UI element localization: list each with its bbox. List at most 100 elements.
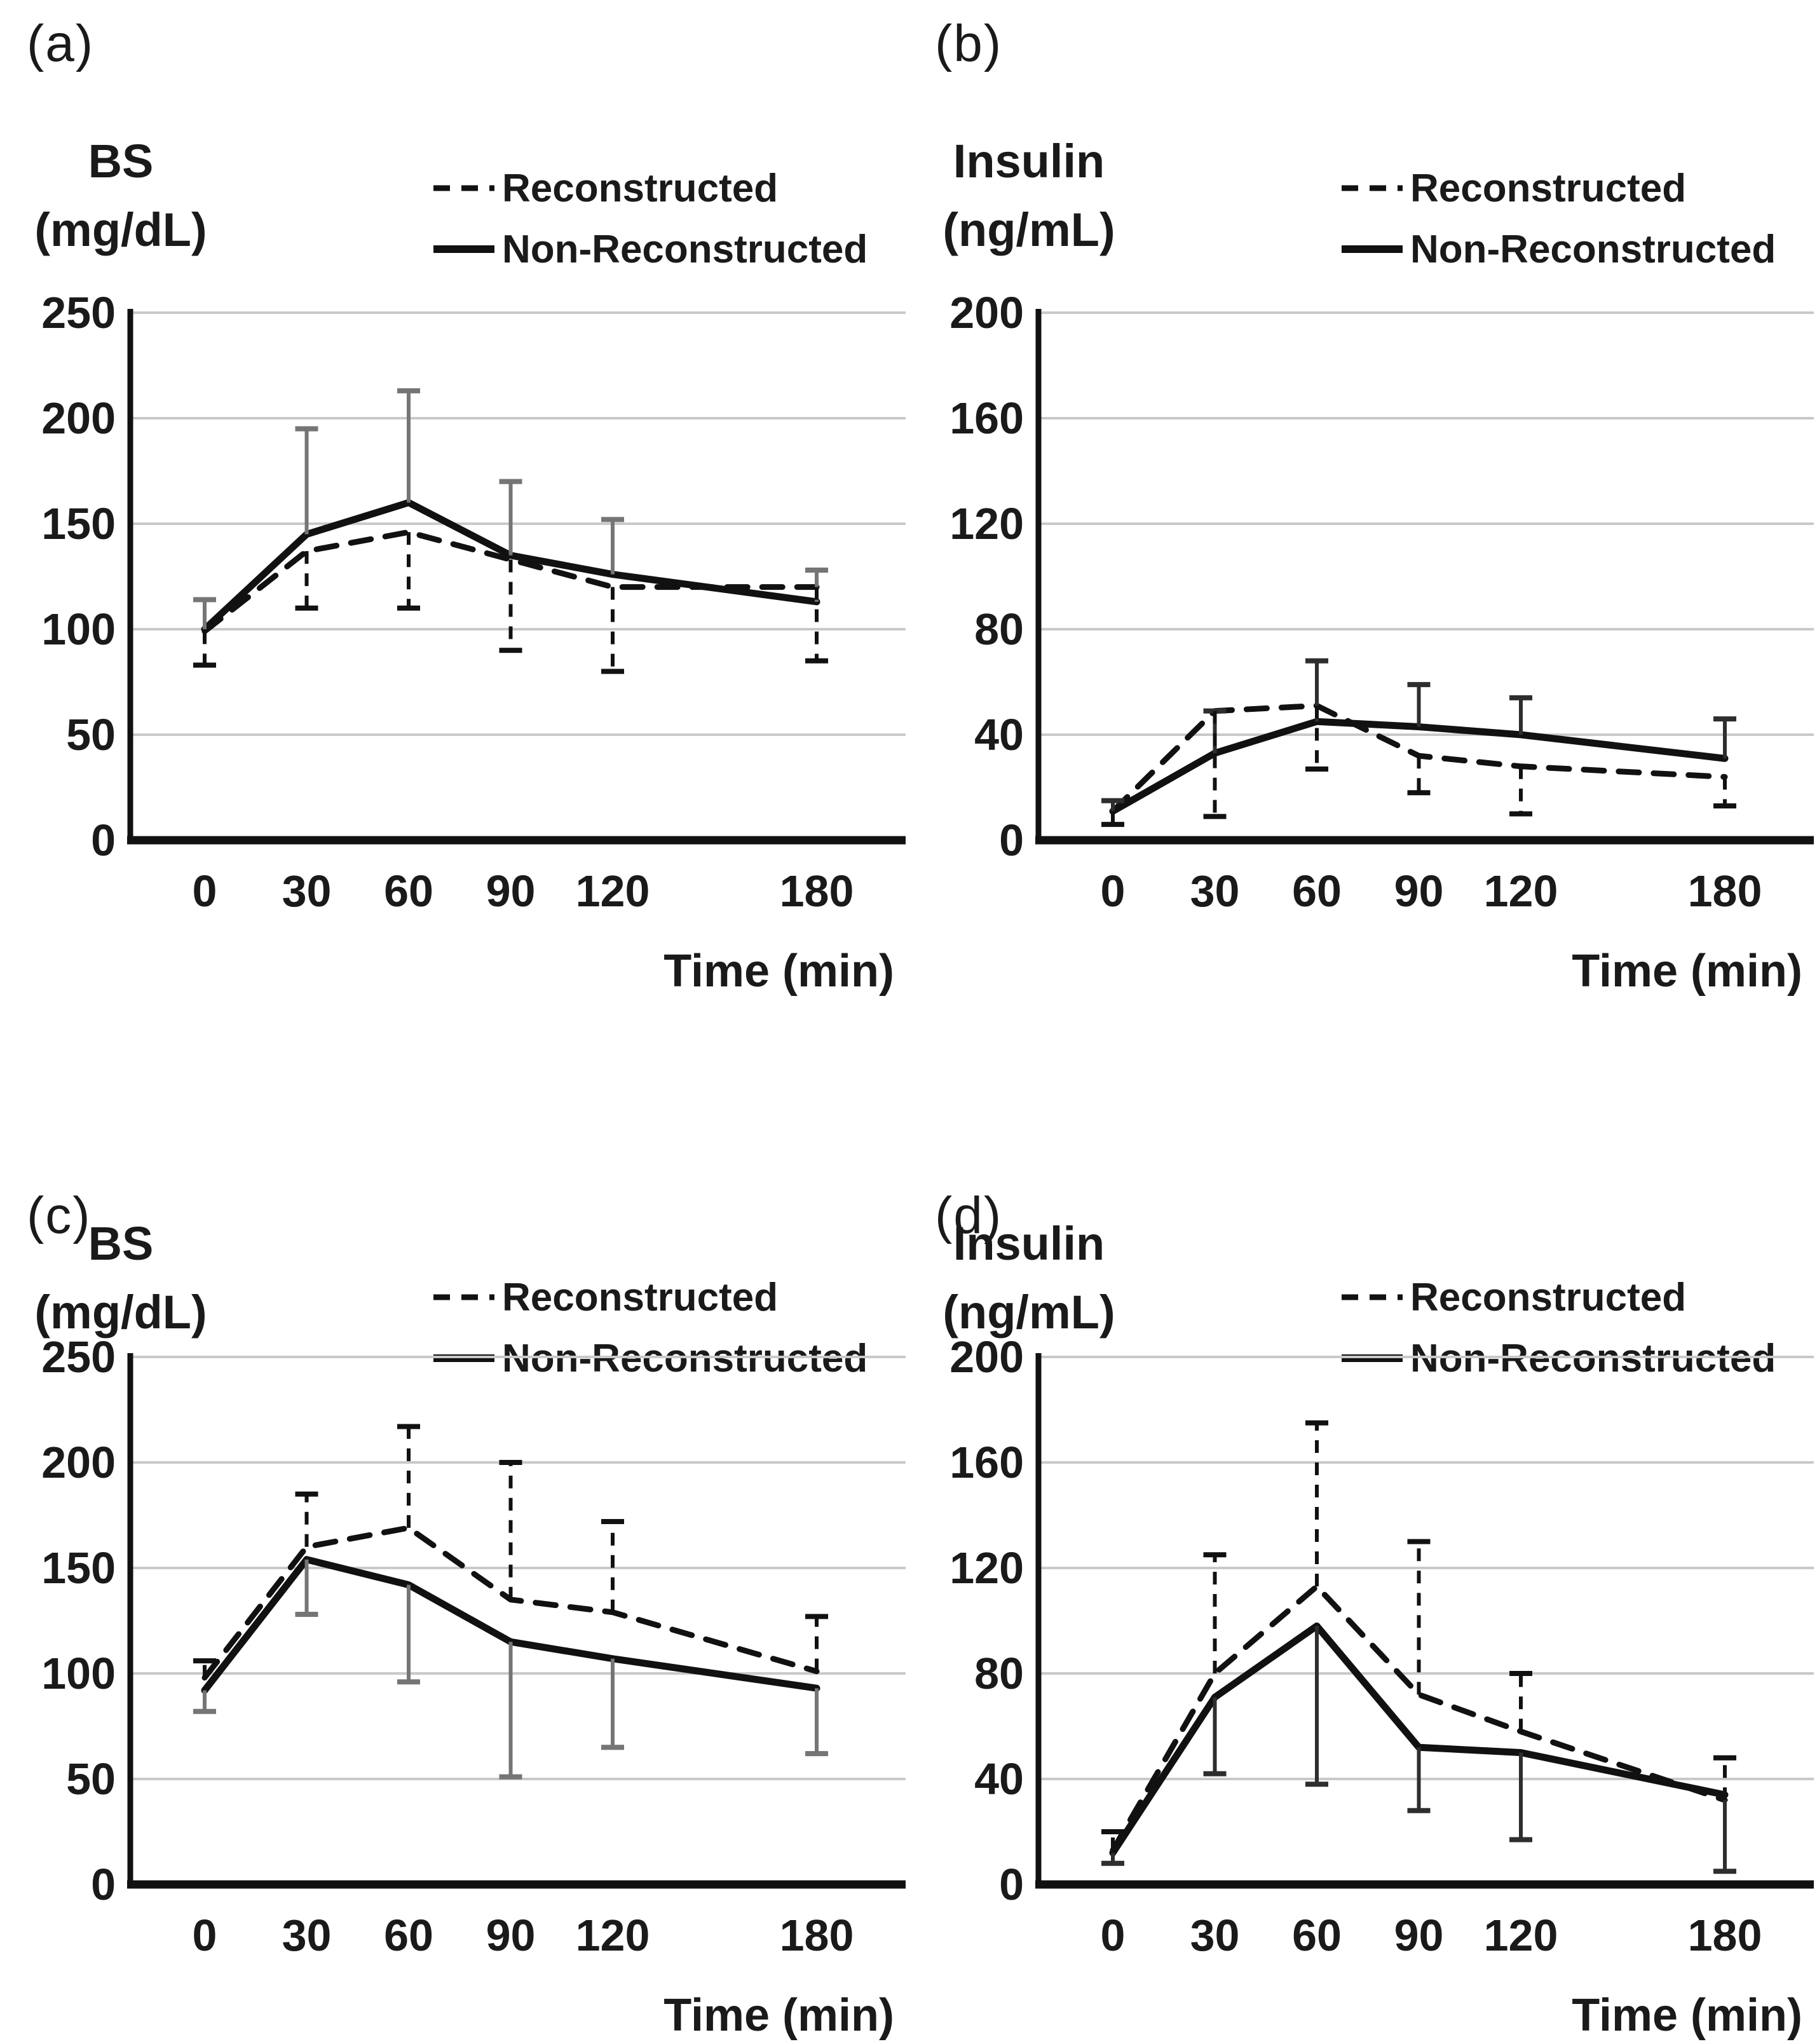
legend-item-reconstructed: Reconstructed bbox=[432, 1267, 868, 1328]
x-axis-title: Time (min) bbox=[664, 946, 894, 997]
y-tick-label: 160 bbox=[949, 1438, 1024, 1487]
legend-item-non-reconstructed: Non-Reconstructed bbox=[1340, 219, 1776, 280]
chart-a: 0 50 100 150 200 250 0 30 60 90 120 180 Time (min) bbox=[41, 288, 906, 997]
x-tick-label: 120 bbox=[576, 866, 650, 916]
y-axis-title: Insulin (ng/mL) bbox=[915, 1209, 1143, 1347]
y-tick-label: 200 bbox=[41, 393, 116, 443]
x-axis-title: Time (min) bbox=[664, 1990, 894, 2041]
x-tick-label: 120 bbox=[576, 1911, 650, 1960]
y-axis-title-line1: BS bbox=[88, 135, 154, 187]
y-tick-label: 0 bbox=[999, 1860, 1024, 1909]
y-tick-label: 0 bbox=[91, 1860, 116, 1909]
legend-item-non-reconstructed: Non-Reconstructed bbox=[432, 219, 868, 280]
y-axis-title: BS (mg/dL) bbox=[6, 1209, 235, 1347]
y-axis-title-line2: (mg/dL) bbox=[34, 1286, 207, 1339]
y-axis-title-line1: Insulin bbox=[953, 135, 1105, 187]
x-tick-label: 180 bbox=[780, 866, 854, 916]
x-tick-label: 180 bbox=[1688, 1911, 1762, 1960]
y-axis-title: BS (mg/dL) bbox=[6, 127, 235, 264]
series-line-reconstructed bbox=[201, 1525, 820, 1681]
x-tick-label: 120 bbox=[1484, 866, 1558, 916]
legend-label: Reconstructed bbox=[1410, 166, 1687, 210]
series-line-non-reconstructed bbox=[1109, 718, 1729, 815]
y-tick-label: 40 bbox=[974, 1754, 1024, 1804]
legend-label: Non-Reconstructed bbox=[502, 227, 868, 271]
chart-c: 0 50 100 150 200 250 0 30 60 90 120 180 Time (min) bbox=[41, 1332, 906, 2041]
y-axis-title-line2: (mg/dL) bbox=[34, 203, 207, 256]
x-tick-label: 0 bbox=[1101, 866, 1126, 916]
y-tick-label: 120 bbox=[949, 1543, 1024, 1593]
y-axis-title-line1: BS bbox=[88, 1217, 154, 1270]
dashed-line-sample-icon bbox=[1342, 185, 1403, 191]
x-tick-label: 0 bbox=[193, 1911, 217, 1960]
x-tick-label: 90 bbox=[486, 1911, 536, 1960]
panel-c: (c) BS (mg/dL) Reconstructed Non-Reconst… bbox=[0, 1022, 909, 2044]
x-tick-label: 0 bbox=[1101, 1911, 1126, 1960]
panel-a: (a) BS (mg/dL) Reconstructed Non-Reconst… bbox=[0, 0, 909, 1022]
y-tick-label: 0 bbox=[91, 815, 116, 865]
legend-item-reconstructed: Reconstructed bbox=[1340, 1267, 1776, 1328]
y-tick-label: 160 bbox=[949, 393, 1024, 443]
x-tick-label: 30 bbox=[1190, 1911, 1240, 1960]
y-tick-label: 50 bbox=[66, 710, 116, 760]
y-tick-label: 50 bbox=[66, 1754, 116, 1804]
panel-letter: (b) bbox=[935, 15, 1003, 72]
series-line-non-reconstructed bbox=[201, 1556, 820, 1694]
solid-line-sample-icon bbox=[1342, 245, 1403, 253]
x-tick-label: 60 bbox=[1292, 866, 1342, 916]
y-axis-title-line2: (ng/mL) bbox=[943, 1286, 1115, 1339]
legend: Reconstructed Non-Reconstructed bbox=[1340, 158, 1776, 280]
series-line-non-reconstructed bbox=[201, 499, 820, 633]
x-tick-label: 180 bbox=[780, 1911, 854, 1960]
y-tick-label: 100 bbox=[41, 1649, 116, 1698]
panel-d: (d) Insulin (ng/mL) Reconstructed Non-Re… bbox=[908, 1022, 1817, 2044]
y-tick-label: 0 bbox=[999, 815, 1024, 865]
y-tick-label: 100 bbox=[41, 604, 116, 654]
x-axis-title: Time (min) bbox=[1572, 1990, 1802, 2041]
x-tick-label: 120 bbox=[1484, 1911, 1558, 1960]
chart-d: 0 40 80 120 160 200 0 30 60 90 120 180 Time (min) bbox=[949, 1332, 1814, 2041]
y-tick-label: 150 bbox=[41, 499, 116, 548]
y-tick-label: 200 bbox=[949, 288, 1024, 337]
x-tick-label: 30 bbox=[1190, 866, 1240, 916]
y-axis-title: Insulin (ng/mL) bbox=[915, 127, 1143, 264]
series-line-reconstructed bbox=[1110, 702, 1728, 814]
x-tick-label: 60 bbox=[384, 866, 433, 916]
legend-label: Reconstructed bbox=[1410, 1275, 1687, 1319]
panel-letter: (d) bbox=[935, 1187, 1003, 1244]
legend-item-reconstructed: Reconstructed bbox=[1340, 158, 1776, 219]
panel-b: (b) Insulin (ng/mL) Reconstructed Non-Re… bbox=[908, 0, 1817, 1022]
dashed-line-sample-icon bbox=[1342, 1294, 1403, 1300]
x-tick-label: 60 bbox=[1292, 1911, 1342, 1960]
panel-letter: (a) bbox=[27, 15, 95, 72]
series-line-reconstructed bbox=[1110, 1583, 1728, 1853]
solid-line-sample-icon bbox=[433, 245, 494, 253]
y-axis-title-line2: (ng/mL) bbox=[943, 203, 1115, 256]
y-axis-title-line1: Insulin bbox=[953, 1217, 1105, 1270]
x-tick-label: 30 bbox=[282, 1911, 332, 1960]
y-tick-label: 200 bbox=[949, 1332, 1024, 1382]
panel-letter: (c) bbox=[27, 1187, 92, 1244]
chart-b: 0 40 80 120 160 200 0 30 60 90 120 180 Time (min) bbox=[949, 288, 1814, 997]
legend-item-reconstructed: Reconstructed bbox=[432, 158, 868, 219]
x-tick-label: 30 bbox=[282, 866, 332, 916]
y-tick-label: 250 bbox=[41, 288, 116, 337]
x-tick-label: 180 bbox=[1688, 866, 1762, 916]
y-tick-label: 150 bbox=[41, 1543, 116, 1593]
series-line-non-reconstructed bbox=[1109, 1622, 1729, 1857]
legend: Reconstructed Non-Reconstructed bbox=[432, 158, 868, 280]
y-tick-label: 200 bbox=[41, 1438, 116, 1487]
y-tick-label: 80 bbox=[974, 604, 1024, 654]
dashed-line-sample-icon bbox=[433, 185, 494, 191]
legend-label: Reconstructed bbox=[502, 166, 779, 210]
legend-label: Non-Reconstructed bbox=[1410, 227, 1776, 271]
x-tick-label: 60 bbox=[384, 1911, 433, 1960]
x-tick-label: 90 bbox=[486, 866, 536, 916]
y-tick-label: 120 bbox=[949, 499, 1024, 548]
x-tick-label: 90 bbox=[1394, 866, 1444, 916]
legend-label: Reconstructed bbox=[502, 1275, 779, 1319]
x-axis-title: Time (min) bbox=[1572, 946, 1802, 997]
x-tick-label: 0 bbox=[193, 866, 217, 916]
dashed-line-sample-icon bbox=[433, 1294, 494, 1300]
